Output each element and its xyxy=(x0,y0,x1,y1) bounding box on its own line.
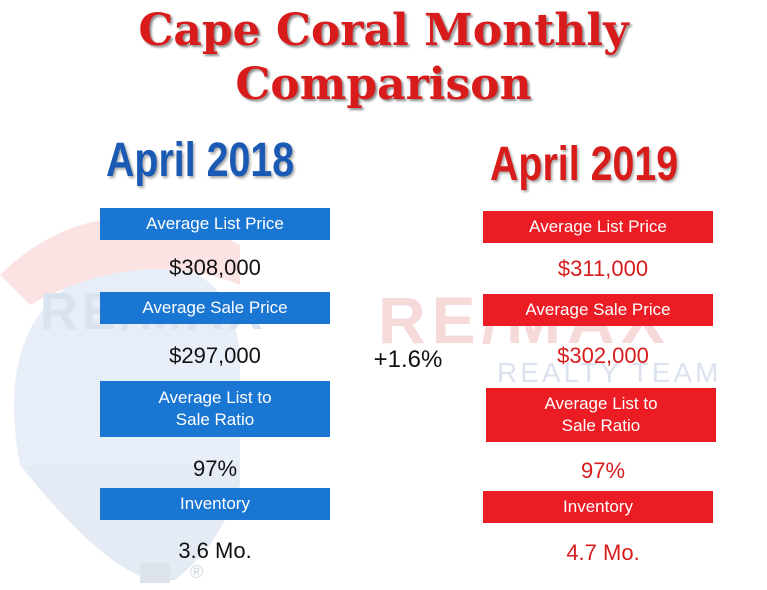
avg-list-price-label-left: Average List Price xyxy=(100,208,330,240)
avg-list-price-value-left: $308,000 xyxy=(169,255,261,280)
list-to-sale-ratio-label-line2-right: Sale Ratio xyxy=(561,416,641,435)
avg-list-price-value-right: $311,000 xyxy=(557,256,649,281)
year-heading-right: April 2019 xyxy=(490,138,679,191)
list-to-sale-ratio-value-left: 97% xyxy=(192,456,238,481)
list-to-sale-ratio-label-line2: Sale Ratio xyxy=(175,410,255,429)
list-to-sale-ratio-label-line1: Average List to xyxy=(158,388,272,407)
list-to-sale-ratio-label-line1-right: Average List to xyxy=(544,394,658,413)
year-heading-left: April 2018 xyxy=(106,134,295,187)
avg-sale-price-value-right: $302,000 xyxy=(557,343,649,368)
inventory-value-left: 3.6 Mo. xyxy=(178,538,252,563)
page-title-line1: Cape Coral Monthly xyxy=(138,5,629,56)
list-to-sale-ratio-value-right: 97% xyxy=(580,458,626,483)
inventory-value-right: 4.7 Mo. xyxy=(566,540,640,565)
registered-mark: ® xyxy=(190,562,204,582)
avg-sale-price-label-right: Average Sale Price xyxy=(483,294,713,326)
change-percentage: +1.6% xyxy=(373,346,443,373)
avg-sale-price-label-left: Average Sale Price xyxy=(100,292,330,324)
avg-sale-price-value-left: $297,000 xyxy=(169,343,261,368)
inventory-label-left: Inventory xyxy=(100,488,330,520)
list-to-sale-ratio-label-left: Average List to Sale Ratio xyxy=(100,381,330,437)
page-title-line2: Comparison xyxy=(235,59,532,110)
avg-list-price-label-right: Average List Price xyxy=(483,211,713,243)
inventory-label-right: Inventory xyxy=(483,491,713,523)
list-to-sale-ratio-label-right: Average List to Sale Ratio xyxy=(486,388,716,442)
